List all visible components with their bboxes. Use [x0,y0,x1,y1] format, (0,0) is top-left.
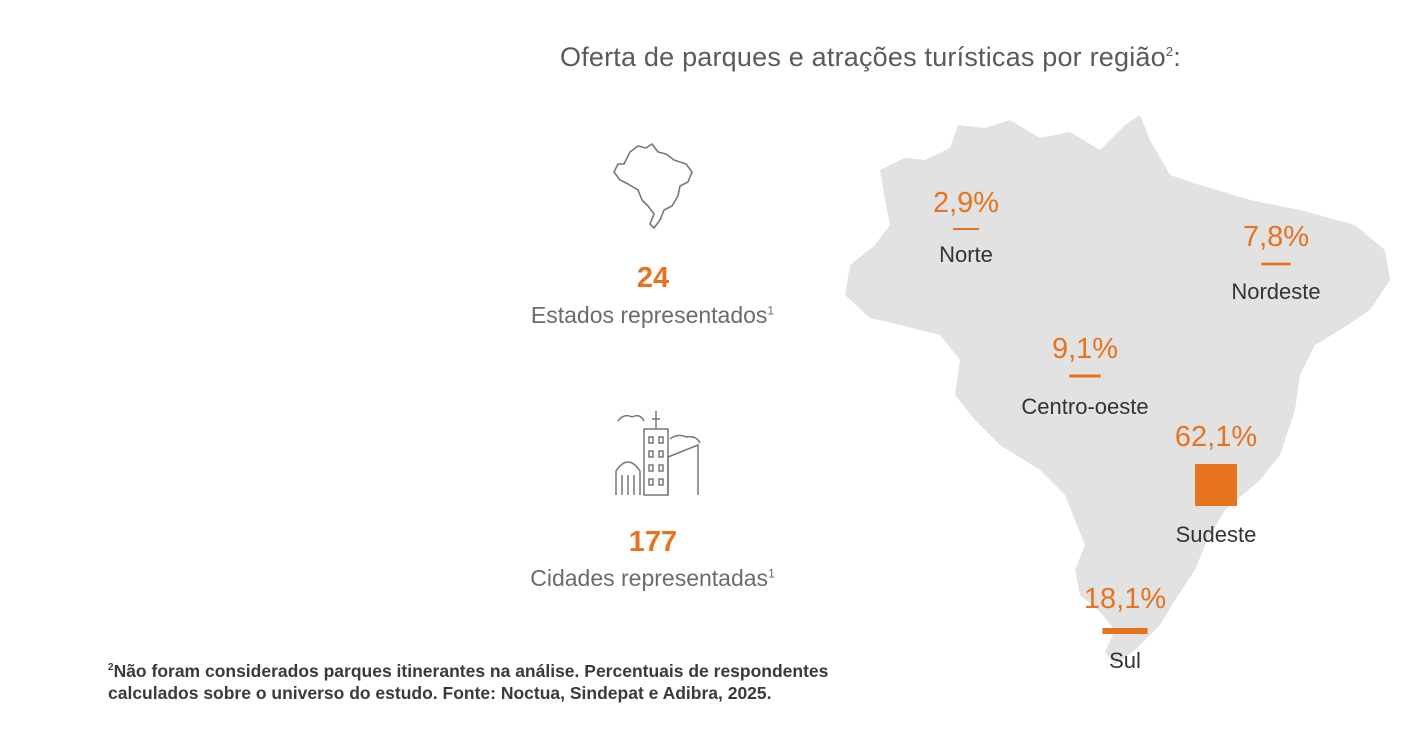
footnote: 2Não foram considerados parques itineran… [108,660,829,703]
region-label-sul: Sul [1109,648,1141,673]
region-label-norte: Norte [939,242,993,267]
value-label-norte: 2,9% [933,187,999,219]
stat-label-estados: Estados representados1 [530,302,775,328]
value-mark-centro-oeste [1069,374,1101,378]
page-title: Oferta de parques e atrações turísticas … [560,42,1181,72]
stat-value-cidades: 177 [628,526,678,558]
city-buildings-icon [615,411,701,496]
value-label-sul: 18,1% [1084,583,1166,615]
region-label-nordeste: Nordeste [1231,279,1320,304]
value-mark-sudeste [1195,464,1237,506]
region-label-centro-oeste: Centro-oeste [1021,394,1148,419]
stat-label-cidades: Cidades representadas1 [530,565,775,591]
brazil-map-shape [845,115,1390,665]
value-label-centro-oeste: 9,1% [1052,333,1118,365]
region-label-sudeste: Sudeste [1176,522,1257,547]
value-label-nordeste: 7,8% [1243,221,1309,253]
value-mark-nordeste [1261,262,1291,266]
brazil-map-icon [613,143,693,229]
value-mark-sul [1102,628,1148,634]
stat-value-estados: 24 [636,262,670,294]
value-label-sudeste: 62,1% [1175,421,1257,453]
value-mark-norte [953,228,979,230]
